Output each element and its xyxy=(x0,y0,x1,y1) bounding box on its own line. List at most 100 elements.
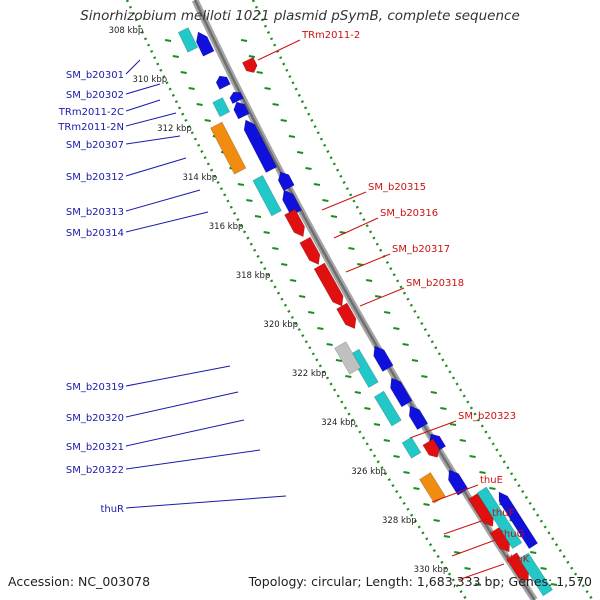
leader-line xyxy=(345,253,391,273)
tick-dash xyxy=(469,455,476,458)
kbp-tick-label: 314 kbp xyxy=(183,173,218,183)
tick-dash xyxy=(308,311,315,314)
tick-dash xyxy=(354,391,361,394)
leader-line xyxy=(125,112,177,127)
tick-dash xyxy=(383,439,390,442)
tick-dash xyxy=(479,471,486,474)
reverse-gene-arrow-shape xyxy=(489,526,511,553)
leader-line xyxy=(125,189,201,212)
leader-line xyxy=(125,83,161,95)
tick-dash xyxy=(474,583,482,586)
tick-dash xyxy=(489,487,496,490)
leader-line xyxy=(443,517,491,535)
cds-block-shape xyxy=(401,436,422,459)
accession-text: Accession: NC_003078 xyxy=(8,574,151,589)
leader-line xyxy=(321,191,367,211)
cds-block xyxy=(252,175,282,217)
forward-gene-arrow-shape xyxy=(408,405,429,431)
forward-gene-arrow-shape xyxy=(448,469,469,496)
tick-dash xyxy=(421,375,428,378)
forward-gene-arrow-shape xyxy=(498,491,539,550)
kbp-tick-label: 316 kbp xyxy=(209,222,244,232)
tick-dash xyxy=(272,247,279,250)
tick-dash xyxy=(330,215,338,218)
gene-label-left: SM_b20319 xyxy=(66,382,124,393)
gene-label-right: thuE xyxy=(480,475,503,486)
reverse-gene-arrow xyxy=(489,526,511,553)
tick-dash xyxy=(335,359,343,362)
gene-label-right: thuG xyxy=(500,529,524,540)
gene-label-left: TRm2011-2N xyxy=(57,122,124,133)
kbp-tick-label: 320 kbp xyxy=(263,320,298,330)
kbp-tick-label: 322 kbp xyxy=(292,369,327,379)
tick-dash xyxy=(240,39,248,42)
reverse-gene-arrow xyxy=(468,492,494,527)
forward-gene-arrow xyxy=(277,171,295,192)
cds-block-shape xyxy=(373,390,402,427)
tick-dash xyxy=(196,103,203,106)
tick-dash xyxy=(317,327,324,330)
gene-label-right: SM_b20318 xyxy=(406,278,464,289)
cds-block-shape xyxy=(476,486,523,550)
forward-gene-arrow xyxy=(448,469,469,496)
reverse-gene-arrow xyxy=(336,302,357,330)
cds-block-shape xyxy=(177,27,199,53)
reverse-gene-arrow-shape xyxy=(299,236,321,265)
tick-dash xyxy=(393,327,400,330)
gene-label-right: SM_b20317 xyxy=(392,244,450,255)
kbp-tick-label: 308 kbp xyxy=(109,26,144,36)
tick-dash xyxy=(280,119,287,122)
tick-dash xyxy=(305,167,312,170)
leader-line xyxy=(125,391,239,418)
tick-dash xyxy=(256,71,263,74)
forward-gene-arrow-shape xyxy=(195,31,215,57)
leader-line xyxy=(125,449,261,470)
left-dotted-track xyxy=(125,0,468,600)
tick-dash xyxy=(298,295,306,298)
gene-label-left: SM_b20312 xyxy=(66,172,124,183)
cds-block xyxy=(349,348,379,388)
leader-line xyxy=(333,217,379,239)
reverse-gene-arrow-shape xyxy=(336,302,357,330)
tick-dash xyxy=(254,215,262,218)
tick-dash xyxy=(289,279,297,282)
reverse-gene-arrow xyxy=(422,438,440,458)
orange-feature xyxy=(419,472,446,504)
forward-gene-arrow xyxy=(498,491,539,550)
reverse-gene-arrow xyxy=(299,236,321,265)
tick-dash xyxy=(281,263,288,266)
tick-dash xyxy=(180,71,187,74)
gene-label-left: SM_b20314 xyxy=(66,228,124,239)
forward-gene-arrow xyxy=(390,377,413,408)
leader-line xyxy=(125,59,141,75)
reverse-gene-arrow-shape xyxy=(422,438,440,458)
tick-dash xyxy=(430,391,437,394)
gene-label-left: SM_b20322 xyxy=(66,465,124,476)
reverse-gene-arrow xyxy=(284,208,305,238)
cds-block xyxy=(177,27,199,53)
tick-dash xyxy=(403,471,410,474)
orange-feature xyxy=(210,121,247,175)
forward-gene-arrow xyxy=(373,345,394,372)
reverse-gene-arrow xyxy=(313,262,344,307)
reverse-gene-arrow-shape xyxy=(284,208,305,238)
forward-gene-arrow xyxy=(233,101,250,120)
reverse-gene-arrow xyxy=(241,56,258,73)
forward-gene-arrow-shape xyxy=(243,119,278,173)
forward-gene-arrow-shape xyxy=(277,171,295,192)
cds-block xyxy=(373,390,402,427)
tick-dash xyxy=(374,295,382,298)
tick-dash xyxy=(433,519,440,522)
tick-dash xyxy=(540,567,547,570)
leader-line xyxy=(257,39,301,61)
tick-dash xyxy=(326,343,333,346)
tick-dash xyxy=(164,39,172,42)
gene-label-right: thuK xyxy=(506,554,530,565)
leader-line xyxy=(451,538,499,557)
kbp-tick-label: 324 kbp xyxy=(321,418,356,428)
kbp-tick-label: 328 kbp xyxy=(382,516,417,526)
kbp-tick-label: 310 kbp xyxy=(132,75,167,85)
tick-dash xyxy=(246,199,253,202)
